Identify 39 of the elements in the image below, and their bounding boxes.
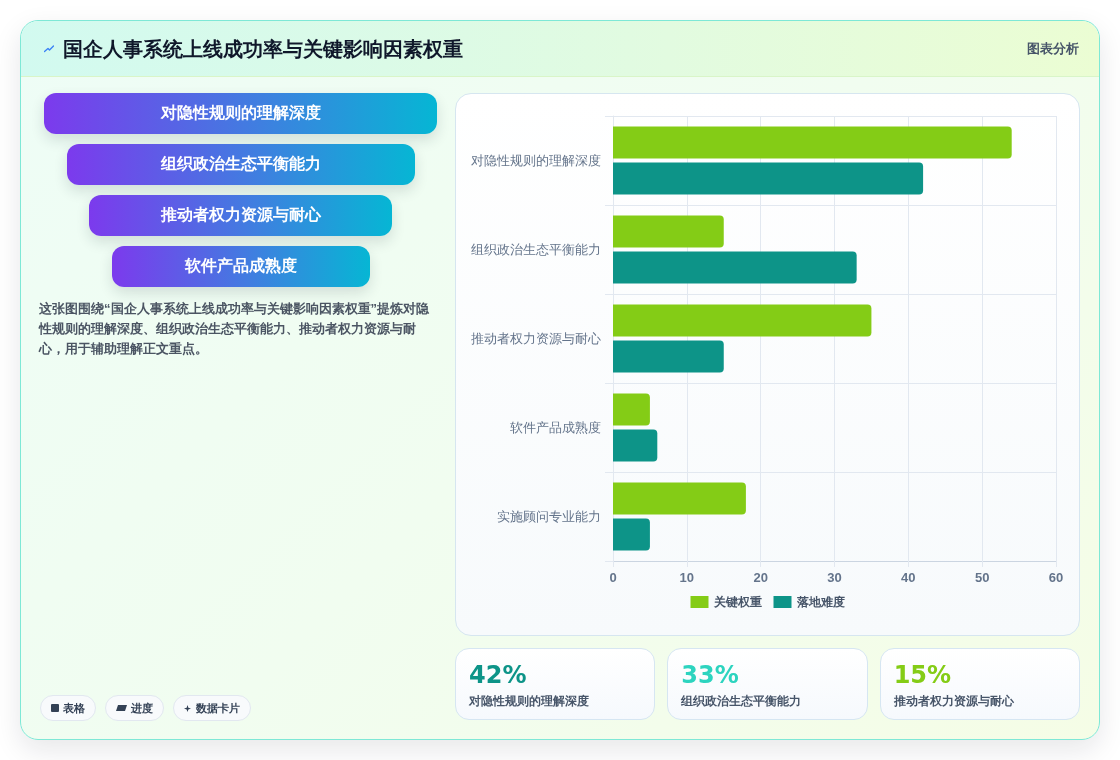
text: 进度 — [131, 700, 153, 716]
bar — [613, 251, 857, 284]
text: 数据卡片 — [196, 700, 240, 716]
x-tick-label: 50 — [974, 570, 990, 585]
x-tick-label: 40 — [901, 570, 916, 585]
y-tick-label: 实施顾问专业能力 — [497, 509, 601, 524]
text: 表格 — [63, 700, 85, 716]
legend-label: 关键权重 — [712, 595, 762, 609]
y-tick-label: 对隐性规则的理解深度 — [471, 153, 601, 168]
category-label: 组织政治生态平衡能力 — [681, 694, 802, 708]
text: 33% — [681, 661, 739, 689]
y-tick-label: 推动者权力资源与耐心 — [471, 331, 601, 346]
y-tick-label: 组织政治生态平衡能力 — [471, 242, 601, 257]
text: 图表分析 — [1027, 41, 1079, 56]
x-tick-label: 10 — [679, 570, 695, 585]
text: 国企人事系统上线成功率与关键影响因素权重 — [63, 38, 463, 60]
category-label: 组织政治生态平衡能力 — [160, 154, 321, 174]
bar — [613, 482, 746, 515]
bar — [613, 340, 724, 373]
bar — [613, 429, 658, 462]
category-label: 推动者权力资源与耐心 — [893, 694, 1014, 708]
bar — [613, 393, 650, 426]
x-tick-label: 30 — [827, 570, 842, 585]
text: 42% — [469, 661, 527, 689]
category-label: 推动者权力资源与耐心 — [160, 205, 321, 225]
bar — [613, 126, 1012, 159]
x-tick-label: 20 — [753, 570, 768, 585]
bar — [613, 162, 924, 195]
y-tick-label: 软件产品成熟度 — [510, 420, 601, 435]
text: 15% — [893, 661, 952, 689]
bar — [613, 518, 650, 551]
bar — [613, 215, 724, 248]
legend-label: 落地难度 — [795, 595, 845, 609]
x-tick-label: 60 — [1048, 570, 1064, 585]
category-label: 软件产品成熟度 — [184, 256, 297, 276]
bar — [613, 304, 872, 337]
x-tick-label: 0 — [609, 570, 617, 585]
category-label: 对隐性规则的理解深度 — [160, 103, 321, 123]
text: 这张图围绕“国企人事系统上线成功率与关键影响因素权重”提炼对隐性规则的理解深度、组织政治生态平衡能力、推动者权力资源与耐心，用于辅助理解正文重点。 — [39, 301, 429, 356]
